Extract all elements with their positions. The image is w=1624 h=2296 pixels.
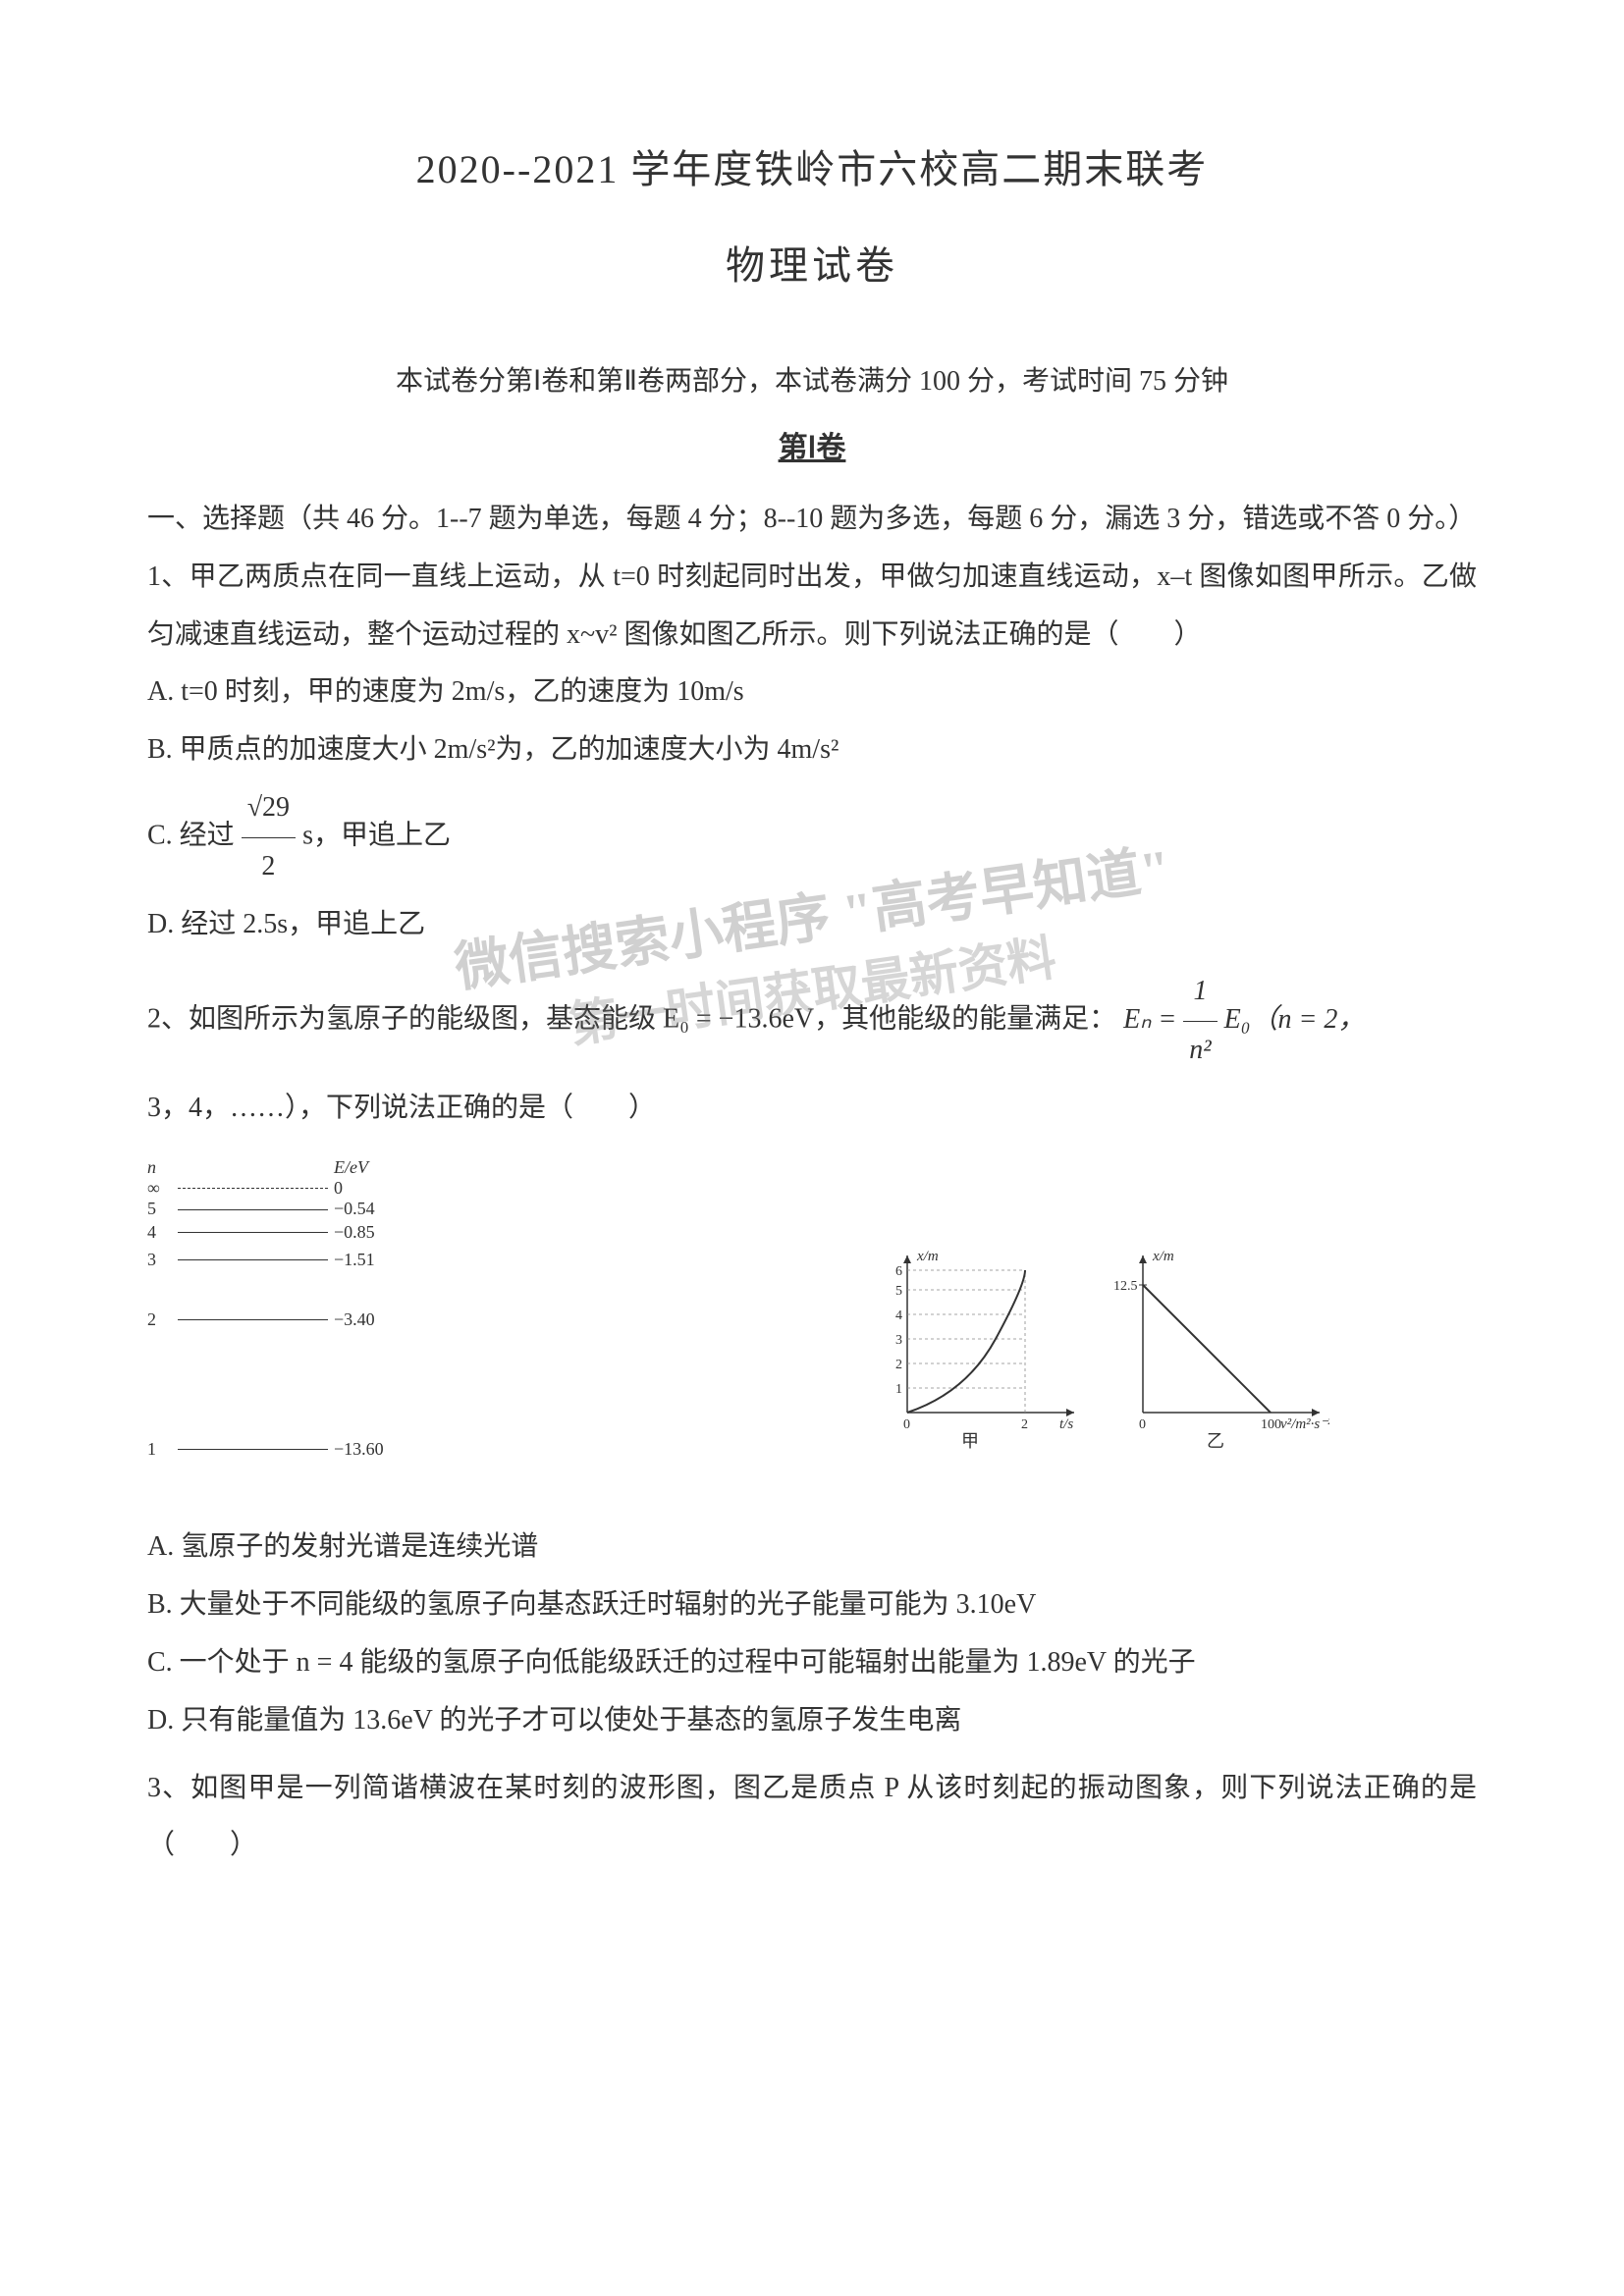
energy-level-row: 4 −0.85	[147, 1222, 403, 1244]
svg-text:0: 0	[1139, 1417, 1146, 1432]
q2-stem-a: 2、如图所示为氢原子的能级图，基态能级 E₀ = −13.6eV，其他能级的能量…	[147, 1004, 1116, 1035]
title-sub: 物理试卷	[147, 234, 1477, 291]
energy-line	[178, 1259, 328, 1260]
q1-c-frac-num: √29	[242, 779, 296, 838]
energy-n: 3	[147, 1250, 172, 1271]
q1-option-b: B. 甲质点的加速度大小 2m/s²为，乙的加速度大小为 4m/s²	[147, 721, 1001, 779]
svg-text:5: 5	[895, 1284, 902, 1299]
energy-level-row: ∞0	[147, 1178, 403, 1200]
svg-text:4: 4	[895, 1308, 902, 1323]
svg-text:6: 6	[895, 1264, 902, 1279]
energy-line	[178, 1449, 328, 1450]
energy-header-n: n	[147, 1157, 172, 1178]
svg-text:2: 2	[1021, 1417, 1028, 1432]
q3-stem: 3、如图甲是一列简谐横波在某时刻的波形图，图乙是质点 P 从该时刻起的振动图象，…	[147, 1760, 1477, 1876]
svg-text:乙: 乙	[1207, 1431, 1224, 1451]
q1-option-c: C. 经过 √29 2 s，甲追上乙	[147, 779, 1001, 896]
svg-text:12.5: 12.5	[1113, 1279, 1138, 1294]
section-1-header: 第Ⅰ卷	[147, 423, 1477, 466]
q2-block: 2、如图所示为氢原子的能级图，基态能级 E₀ = −13.6eV，其他能级的能量…	[147, 963, 1477, 1137]
energy-n: 2	[147, 1309, 172, 1331]
svg-text:v²/m²·s⁻²: v²/m²·s⁻²	[1280, 1416, 1329, 1432]
energy-n: 4	[147, 1222, 172, 1244]
q1-block: 1、甲乙两质点在同一直线上运动，从 t=0 时刻起同时出发，甲做匀加速直线运动，…	[147, 549, 1477, 954]
energy-level-row: 1 −13.60	[147, 1439, 403, 1461]
energy-header-e: E/eV	[334, 1157, 403, 1178]
svg-text:甲: 甲	[961, 1431, 979, 1451]
energy-value: −13.60	[334, 1439, 403, 1461]
svg-text:0: 0	[903, 1417, 910, 1432]
title-main: 2020--2021 学年度铁岭市六校高二期末联考	[147, 137, 1477, 194]
energy-value: −3.40	[334, 1309, 403, 1331]
q2-option-d: D. 只有能量值为 13.6eV 的光子才可以使处于基态的氢原子发生电离	[147, 1692, 1477, 1750]
energy-line	[178, 1232, 328, 1233]
energy-level-row: 3 −1.51	[147, 1250, 403, 1271]
q2-option-a: A. 氢原子的发射光谱是连续光谱	[147, 1519, 1477, 1576]
svg-text:t/s: t/s	[1059, 1416, 1073, 1432]
svg-text:x/m: x/m	[916, 1249, 939, 1264]
exam-page: 2020--2021 学年度铁岭市六校高二期末联考 物理试卷 本试卷分第Ⅰ卷和第…	[0, 0, 1624, 2296]
energy-level-diagram: n E/eV ∞05−0.544−0.853−1.512−3.401−13.60	[147, 1157, 403, 1461]
q2-option-c: C. 一个处于 n = 4 能级的氢原子向低能级跃迁的过程中可能辐射出能量为 1…	[147, 1634, 1477, 1692]
svg-text:x/m: x/m	[1152, 1249, 1174, 1264]
q1-figures: 1 2 3 4 5 6 0 2 t/s x/m 甲	[868, 1236, 1329, 1452]
energy-line	[178, 1209, 328, 1210]
energy-n: 5	[147, 1199, 172, 1220]
q1-c-suffix: s，甲追上乙	[302, 821, 451, 851]
energy-n: ∞	[147, 1178, 172, 1200]
q1-c-fraction: √29 2	[242, 779, 296, 896]
q1-c-prefix: C. 经过	[147, 821, 242, 851]
q1-charts-svg: 1 2 3 4 5 6 0 2 t/s x/m 甲	[868, 1236, 1329, 1452]
energy-line	[178, 1188, 328, 1189]
energy-level-row: 5 −0.54	[147, 1199, 403, 1220]
q1-c-frac-den: 2	[242, 838, 296, 896]
q2-formula: Eₙ = 1 n² E₀（n = 2，	[1123, 1004, 1365, 1035]
energy-value: −0.85	[334, 1222, 403, 1244]
q1-stem: 1、甲乙两质点在同一直线上运动，从 t=0 时刻起同时出发，甲做匀加速直线运动，…	[147, 549, 1477, 665]
energy-level-row: 2 −3.40	[147, 1309, 403, 1331]
q2-option-b: B. 大量处于不同能级的氢原子向基态跃迁时辐射的光子能量可能为 3.10eV	[147, 1576, 1477, 1634]
energy-value: 0	[334, 1178, 403, 1200]
svg-text:100: 100	[1261, 1417, 1281, 1432]
exam-info: 本试卷分第Ⅰ卷和第Ⅱ卷两部分，本试卷满分 100 分，考试时间 75 分钟	[147, 359, 1477, 399]
section-1-intro: 一、选择题（共 46 分。1--7 题为单选，每题 4 分；8--10 题为多选…	[147, 491, 1477, 549]
q2-stem-b: 3，4，……），下列说法正确的是（ ）	[147, 1080, 1477, 1138]
energy-line	[178, 1319, 328, 1320]
svg-text:1: 1	[895, 1382, 902, 1397]
svg-text:3: 3	[895, 1333, 902, 1348]
energy-value: −0.54	[334, 1199, 403, 1220]
energy-n: 1	[147, 1439, 172, 1461]
energy-value: −1.51	[334, 1250, 403, 1271]
q1-option-d: D. 经过 2.5s，甲追上乙	[147, 896, 1001, 954]
svg-text:2: 2	[895, 1358, 902, 1372]
q1-option-a: A. t=0 时刻，甲的速度为 2m/s，乙的速度为 10m/s	[147, 664, 1001, 721]
